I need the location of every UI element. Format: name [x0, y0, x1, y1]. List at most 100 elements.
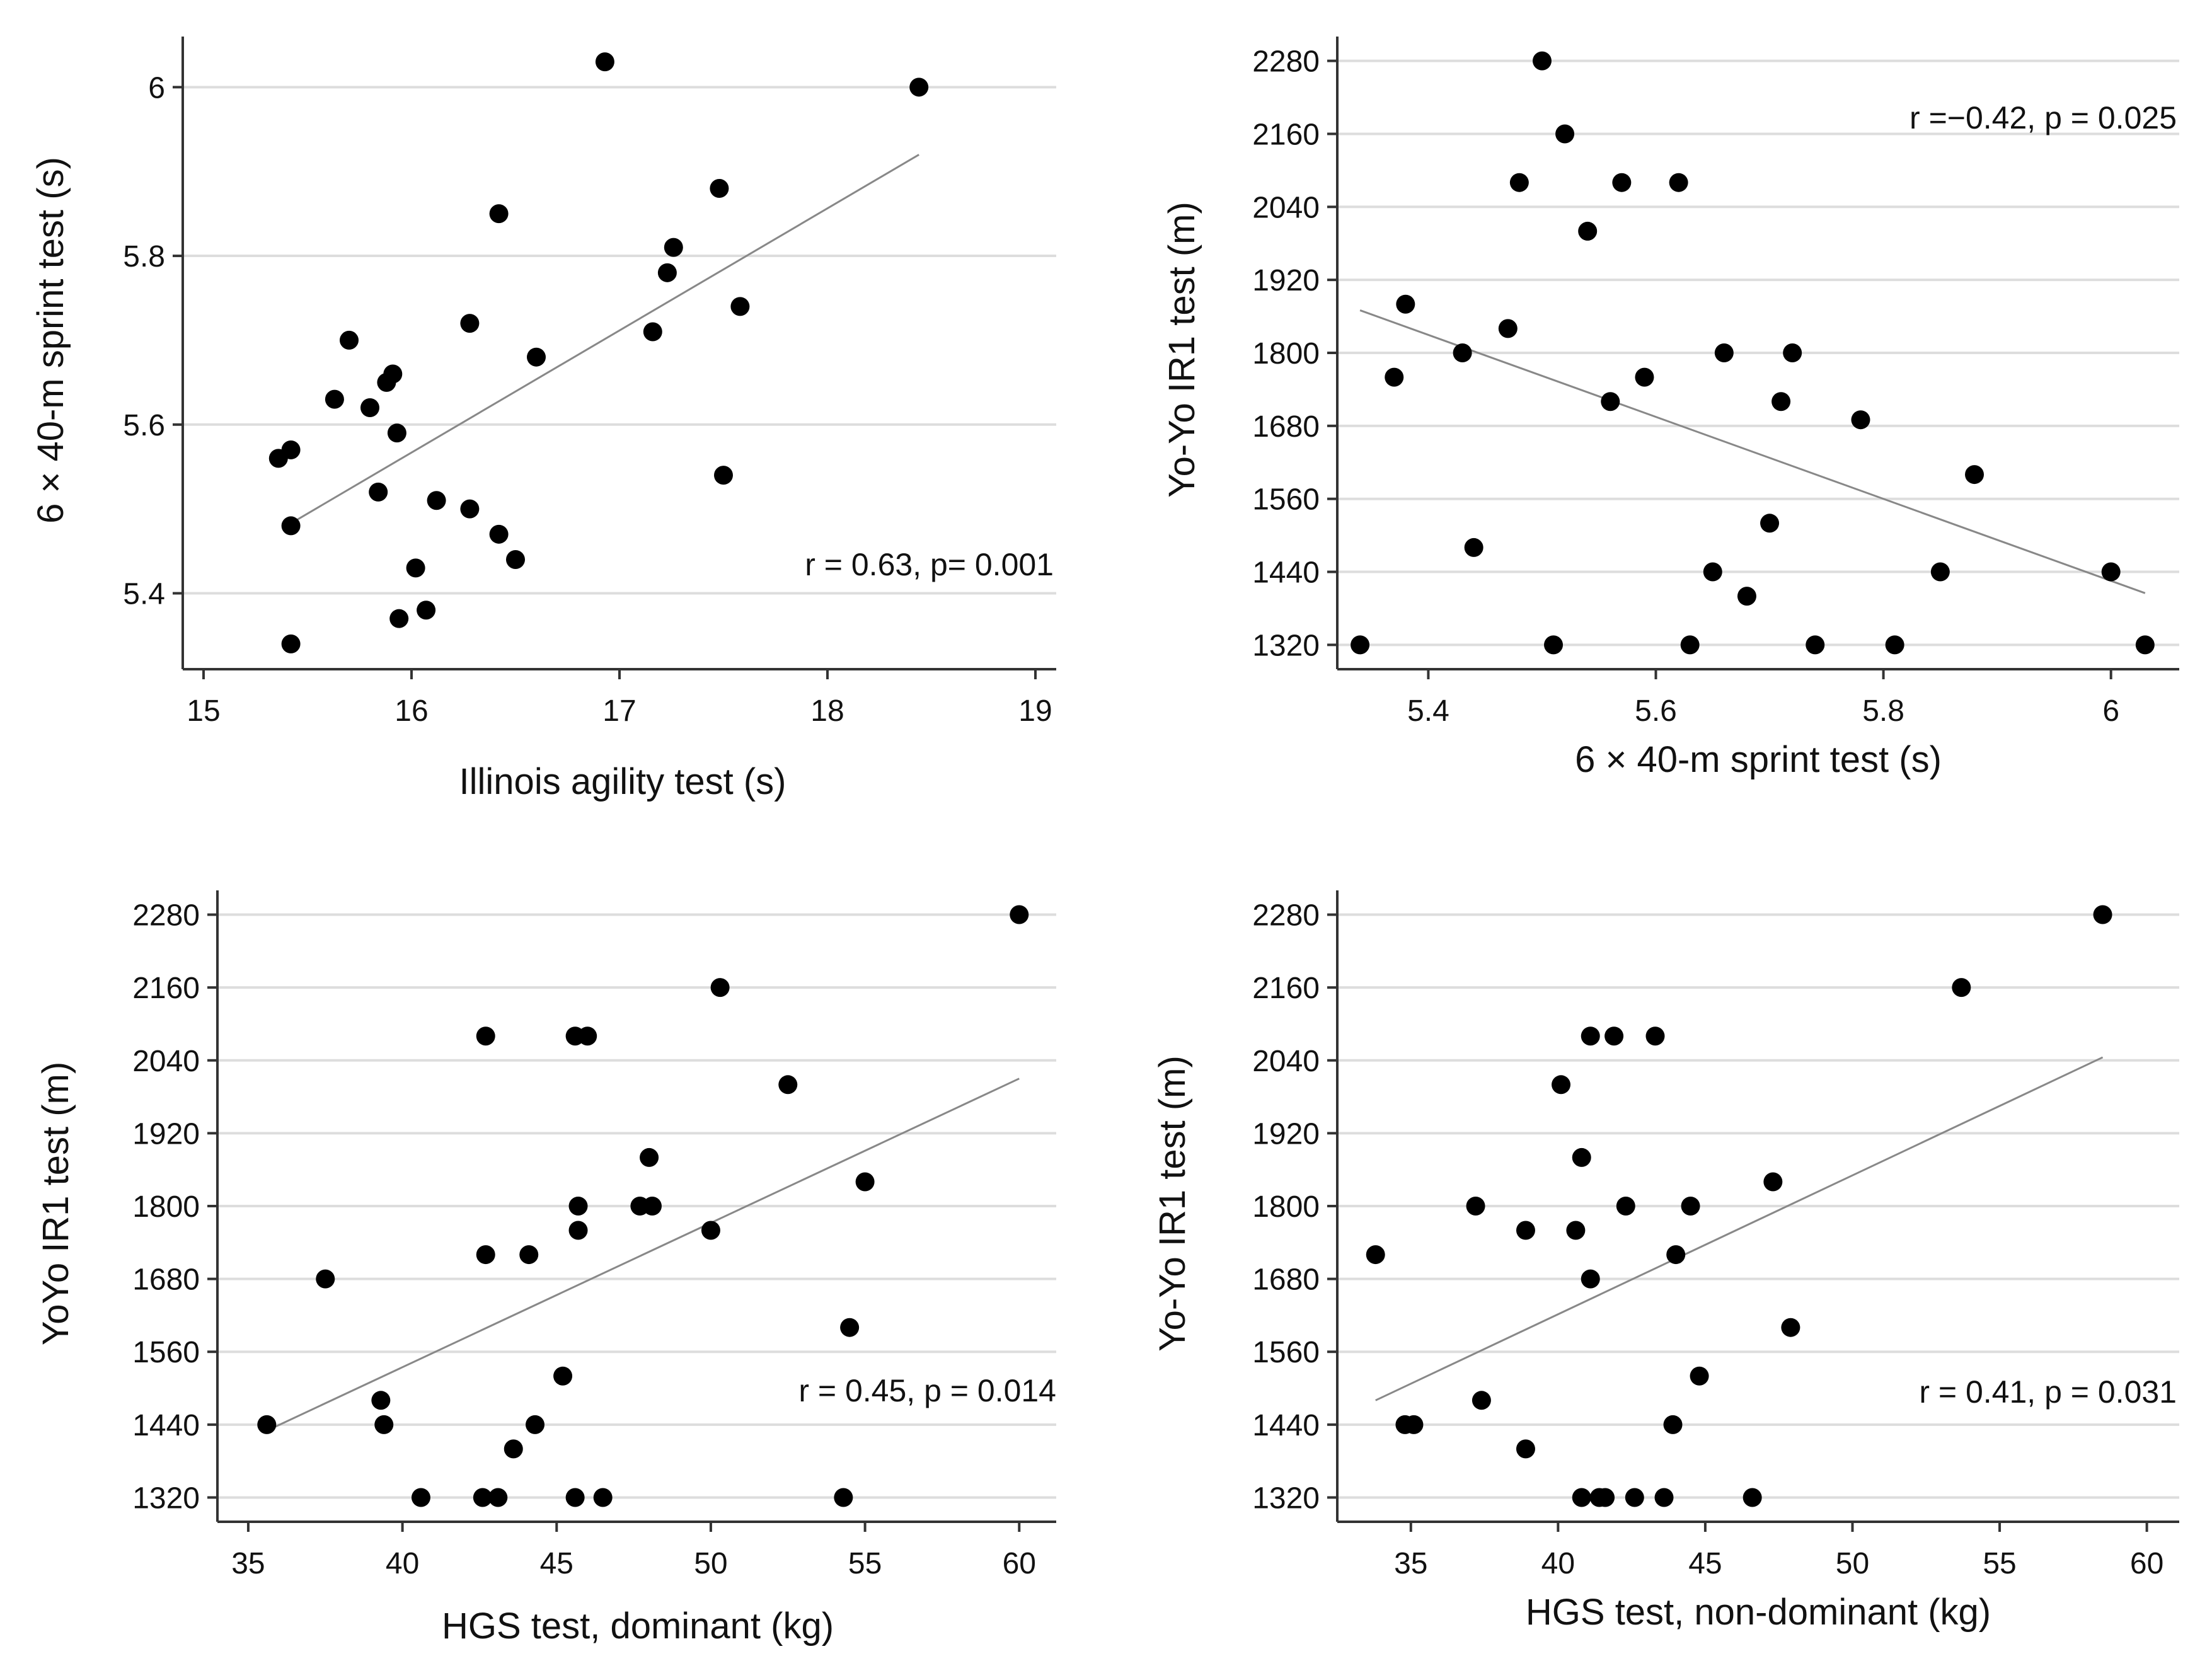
correlation-annotation: r = 0.63, p= 0.001	[805, 547, 1054, 582]
data-point	[1516, 1221, 1535, 1240]
y-tick-label: 1680	[1252, 1263, 1320, 1297]
data-point	[257, 1415, 277, 1434]
x-tick-label: 15	[187, 694, 220, 728]
data-point	[340, 330, 359, 350]
y-tick-label: 1440	[1252, 556, 1320, 590]
y-tick-label: 2040	[1252, 191, 1320, 224]
data-point	[1669, 173, 1688, 192]
y-tick-label: 1920	[132, 1117, 200, 1151]
x-axis-label: 6 × 40-m sprint test (s)	[1575, 739, 1942, 780]
data-point	[460, 314, 480, 333]
data-point	[360, 398, 379, 418]
data-point	[1566, 1221, 1586, 1240]
y-tick-label: 1320	[1252, 629, 1320, 662]
data-point	[1806, 635, 1825, 655]
data-point	[411, 1488, 430, 1507]
y-axis-label: Yo-Yo IR1 test (m)	[1161, 202, 1202, 498]
data-point	[1680, 635, 1700, 655]
data-point	[1544, 635, 1564, 655]
data-point	[281, 516, 301, 536]
data-point	[1616, 1197, 1635, 1216]
fit-line	[1359, 309, 2146, 594]
y-tick-label: 5.8	[123, 240, 165, 273]
data-point	[460, 499, 480, 519]
data-point	[1385, 367, 1404, 387]
data-point	[1572, 1147, 1591, 1167]
data-point	[1601, 392, 1620, 411]
correlation-annotation: r = 0.45, p = 0.014	[798, 1373, 1056, 1408]
data-point	[593, 1488, 613, 1507]
data-point	[1635, 367, 1654, 387]
data-point	[2093, 905, 2112, 924]
fit-line	[1375, 1056, 2104, 1401]
data-point	[1612, 173, 1632, 192]
y-tick-label: 5.6	[123, 409, 165, 442]
data-point	[568, 1221, 588, 1240]
data-point	[553, 1366, 573, 1386]
x-tick-label: 60	[2130, 1547, 2163, 1580]
panel-hgs-nondominant-vs-yoyo: 35 40 45 50 55 60 1320 1440 1560 1680 1800 1920 204…	[1152, 890, 2179, 1633]
x-tick-label: 18	[810, 694, 844, 728]
y-tick-label: 1320	[132, 1481, 200, 1515]
data-point	[1453, 343, 1472, 362]
y-tick-label: 1440	[132, 1409, 200, 1442]
x-axis-ticks: 15 16 17 18 19	[187, 669, 1052, 728]
data-point	[1703, 562, 1722, 582]
x-axis-ticks: 5.4 5.6 5.8 6	[1407, 669, 2119, 728]
data-point	[1555, 124, 1575, 144]
data-point	[504, 1439, 523, 1459]
y-tick-label: 2280	[132, 899, 200, 933]
y-tick-label: 1680	[1252, 410, 1320, 444]
x-tick-label: 16	[395, 694, 428, 728]
correlation-annotation: r = 0.41, p = 0.031	[1919, 1374, 2177, 1410]
data-point	[568, 1197, 588, 1216]
data-point	[1851, 410, 1870, 430]
data-point	[1366, 1245, 1385, 1265]
data-point	[1010, 905, 1029, 924]
y-tick-label: 2160	[1252, 118, 1320, 151]
data-point	[389, 609, 409, 628]
y-tick-label: 2040	[1252, 1045, 1320, 1078]
data-point	[1930, 562, 1950, 582]
data-point	[406, 558, 425, 578]
data-point	[657, 263, 677, 282]
y-tick-label: 5.4	[123, 578, 165, 611]
y-axis-label: YoYo IR1 test (m)	[35, 1062, 76, 1345]
data-point	[325, 389, 344, 409]
data-point	[1663, 1415, 1683, 1434]
data-point	[1581, 1026, 1600, 1046]
data-point	[730, 297, 750, 316]
panel-agility-vs-sprint: 15 16 17 18 19 5.4 5.6 5.8 6 Illinois agility t…	[30, 37, 1056, 802]
x-tick-label: 55	[848, 1547, 882, 1580]
x-tick-label: 50	[1836, 1547, 1869, 1580]
y-tick-label: 1560	[1252, 1336, 1320, 1369]
x-tick-label: 40	[1541, 1547, 1575, 1580]
data-point	[710, 978, 730, 997]
y-tick-label: 2280	[1252, 45, 1320, 79]
y-tick-label: 1800	[132, 1190, 200, 1224]
data-point	[643, 322, 662, 342]
data-point	[1516, 1439, 1535, 1459]
data-point	[834, 1488, 853, 1507]
data-points	[268, 52, 929, 653]
data-point	[519, 1245, 539, 1265]
data-points	[257, 905, 1029, 1507]
data-point	[1737, 587, 1756, 606]
data-point	[1464, 538, 1483, 557]
y-tick-label: 2280	[1252, 899, 1320, 933]
data-point	[1763, 1172, 1783, 1192]
data-point	[1351, 635, 1370, 655]
x-tick-label: 5.8	[1862, 694, 1904, 728]
gridlines	[219, 913, 1056, 1499]
data-point	[387, 423, 406, 443]
y-tick-label: 2040	[132, 1045, 200, 1078]
x-tick-label: 50	[694, 1547, 727, 1580]
data-point	[1743, 1488, 1762, 1507]
x-axis-label: Illinois agility test (s)	[459, 761, 786, 802]
x-tick-label: 55	[1983, 1547, 2016, 1580]
y-axis-ticks: 5.4 5.6 5.8 6	[123, 71, 183, 611]
data-point	[1509, 173, 1529, 192]
data-point	[1396, 294, 1415, 314]
data-point	[642, 1197, 662, 1216]
